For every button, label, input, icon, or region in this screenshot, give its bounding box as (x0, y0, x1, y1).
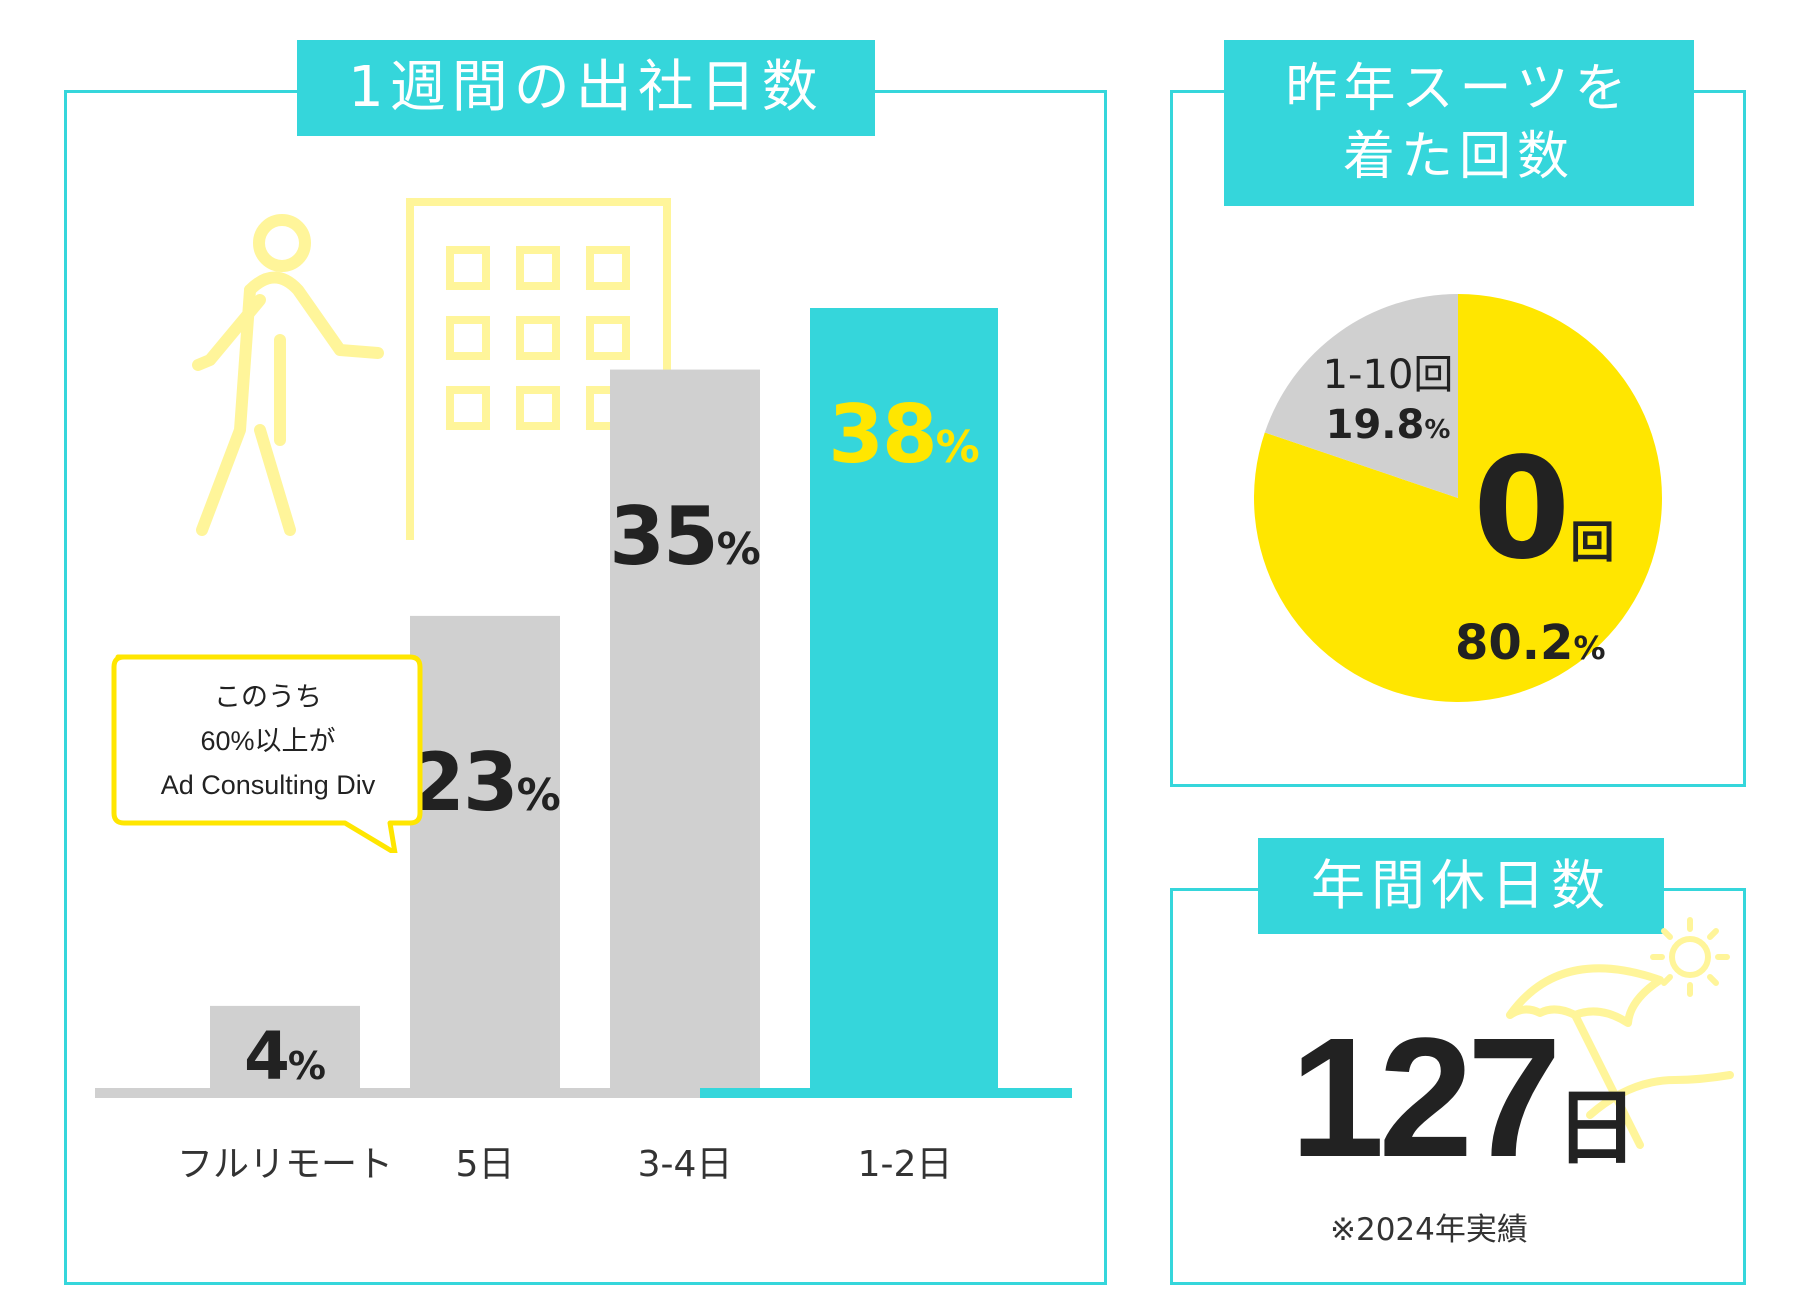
commute-illustration (192, 198, 671, 540)
suit-panel-title: 昨年スーツを 着た回数 (1224, 40, 1694, 206)
bar-value-label-3: 35% (600, 490, 770, 583)
category-label-1-2-days: 1-2日 (857, 1144, 953, 1185)
holidays-unit: 日 (1555, 1083, 1638, 1174)
bar-value-unit: % (716, 523, 761, 575)
sun-icon (1650, 917, 1730, 997)
beach-illustration (1506, 917, 1734, 1149)
category-label-5-days: 5日 (455, 1144, 515, 1185)
bar-value-label-2: 23% (400, 736, 570, 829)
holidays-panel-title: 年間休日数 (1258, 838, 1664, 934)
bar-3 (610, 369, 760, 1088)
pie-slice-2 (1264, 294, 1458, 498)
bar-value-unit: % (516, 769, 561, 821)
holidays-value: 127日 (1290, 1000, 1638, 1196)
bubble-line-1: このうち (214, 682, 322, 712)
beach-umbrella-icon (1506, 964, 1734, 1149)
holidays-note: ※2024年実績 (1330, 1212, 1528, 1248)
bubble-line-3: Ad Consulting Div (160, 770, 376, 800)
bar-value-unit: % (935, 422, 980, 473)
category-label-3-4-days: 3-4日 (637, 1144, 733, 1185)
bar-value-number: 35 (609, 489, 718, 583)
bar-1 (210, 1005, 360, 1088)
pie-label-0-value: 0回 (1473, 428, 1615, 591)
bar-value-number: 38 (828, 388, 937, 481)
suit-pie-chart (1254, 294, 1662, 702)
walking-person-icon (192, 214, 384, 536)
bar-2 (410, 615, 560, 1088)
suit-title-line-1: 昨年スーツを (1285, 59, 1633, 119)
pie-label-1-10-name: 1-10回 (1322, 352, 1454, 398)
pie-label-0: 0回 80.2% (1455, 440, 1655, 681)
chart-baseline-accent (700, 1088, 1072, 1098)
holidays-number: 127 (1290, 1003, 1562, 1193)
bar-value-label-1: 4% (200, 1018, 370, 1095)
category-label-full-remote: フルリモート (176, 1144, 393, 1185)
bar-4 (810, 308, 998, 1088)
pie-label-0-percent: 80.2% (1455, 615, 1606, 671)
pie-label-1-10: 1-10回 19.8% (1308, 350, 1468, 458)
bar-value-label-4: 38% (800, 388, 1008, 481)
bubble-line-2: 60%以上が (200, 726, 336, 756)
bar-value-number: 4 (243, 1017, 290, 1095)
commute-panel-title: 1週間の出社日数 (297, 40, 875, 136)
suit-title-line-2: 着た回数 (1342, 127, 1575, 187)
chart-baseline (95, 1088, 1072, 1098)
commute-bar-chart (95, 308, 1072, 1098)
bar-value-unit: % (287, 1043, 326, 1088)
pie-label-1-10-percent: 19.8% (1325, 402, 1451, 448)
bar-value-number: 23 (409, 735, 518, 829)
note-speech-bubble: このうち 60%以上が Ad Consulting Div (110, 653, 426, 853)
office-building-icon (406, 198, 671, 540)
